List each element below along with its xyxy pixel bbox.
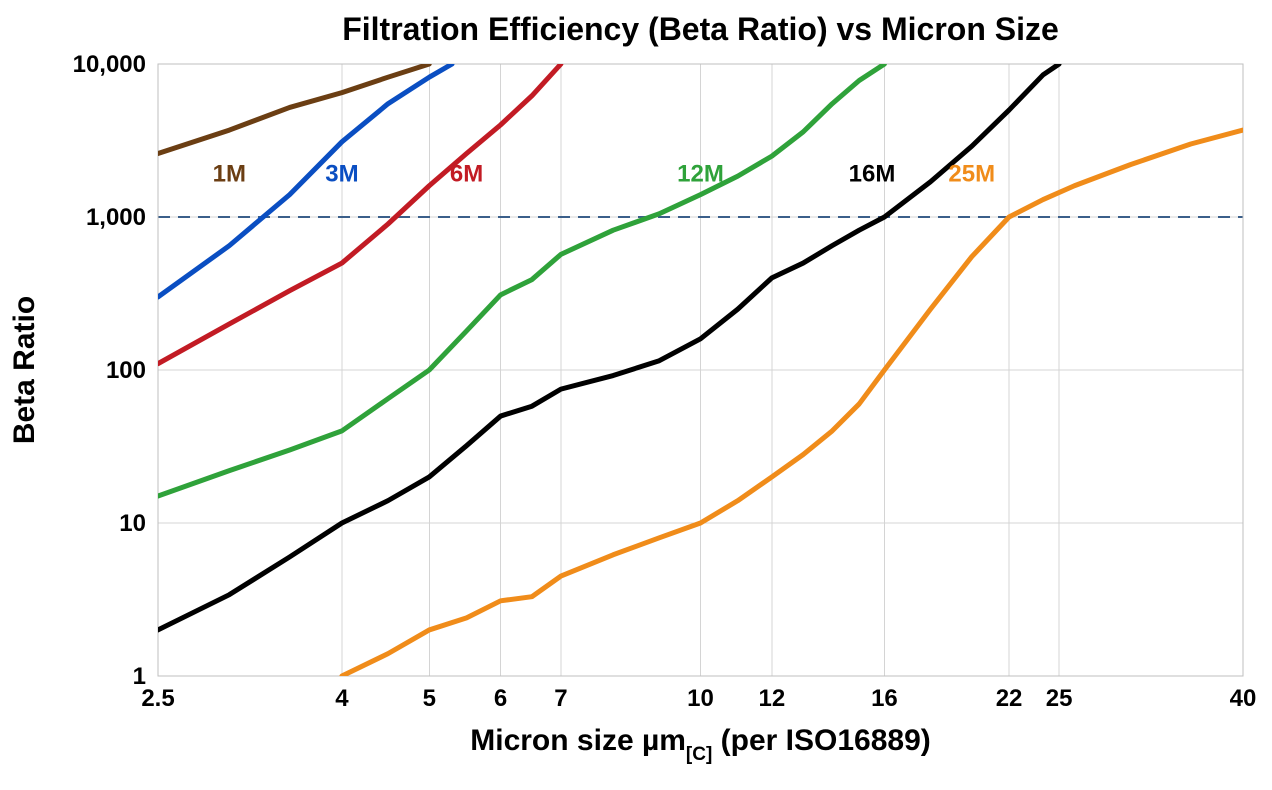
y-tick-label: 1 xyxy=(133,663,146,690)
y-tick-label: 100 xyxy=(106,357,146,384)
chart-title: Filtration Efficiency (Beta Ratio) vs Mi… xyxy=(342,11,1059,47)
x-tick-label: 25 xyxy=(1046,685,1073,712)
x-tick-label: 10 xyxy=(687,685,714,712)
x-tick-label: 12 xyxy=(758,685,785,712)
y-tick-label: 1,000 xyxy=(86,204,146,231)
y-axis-label: Beta Ratio xyxy=(8,296,41,444)
series-label-1M: 1M xyxy=(213,161,246,188)
series-label-16M: 16M xyxy=(849,161,896,188)
chart-svg: 1M 3M 6M 12M 16M 25M 2.5 4 5 6 7 10 12 16 22 25 40 1 10 100… xyxy=(0,0,1272,790)
x-tick-label: 5 xyxy=(423,685,436,712)
x-tick-label: 22 xyxy=(996,685,1023,712)
x-tick-label: 16 xyxy=(871,685,898,712)
x-tick-label: 4 xyxy=(335,685,349,712)
series-label-12M: 12M xyxy=(677,161,724,188)
x-tick-label: 7 xyxy=(554,685,567,712)
series-label-25M: 25M xyxy=(948,161,995,188)
x-tick-label: 40 xyxy=(1230,685,1257,712)
x-tick-label: 2.5 xyxy=(141,685,174,712)
x-tick-label: 6 xyxy=(494,685,507,712)
y-tick-label: 10 xyxy=(119,510,146,537)
chart-container: 1M 3M 6M 12M 16M 25M 2.5 4 5 6 7 10 12 16 22 25 40 1 10 100… xyxy=(0,0,1272,790)
series-label-6M: 6M xyxy=(450,161,483,188)
series-label-3M: 3M xyxy=(325,161,358,188)
x-axis-label: Micron size µm[C] (per ISO16889) xyxy=(470,724,931,765)
y-tick-label: 10,000 xyxy=(73,51,146,78)
